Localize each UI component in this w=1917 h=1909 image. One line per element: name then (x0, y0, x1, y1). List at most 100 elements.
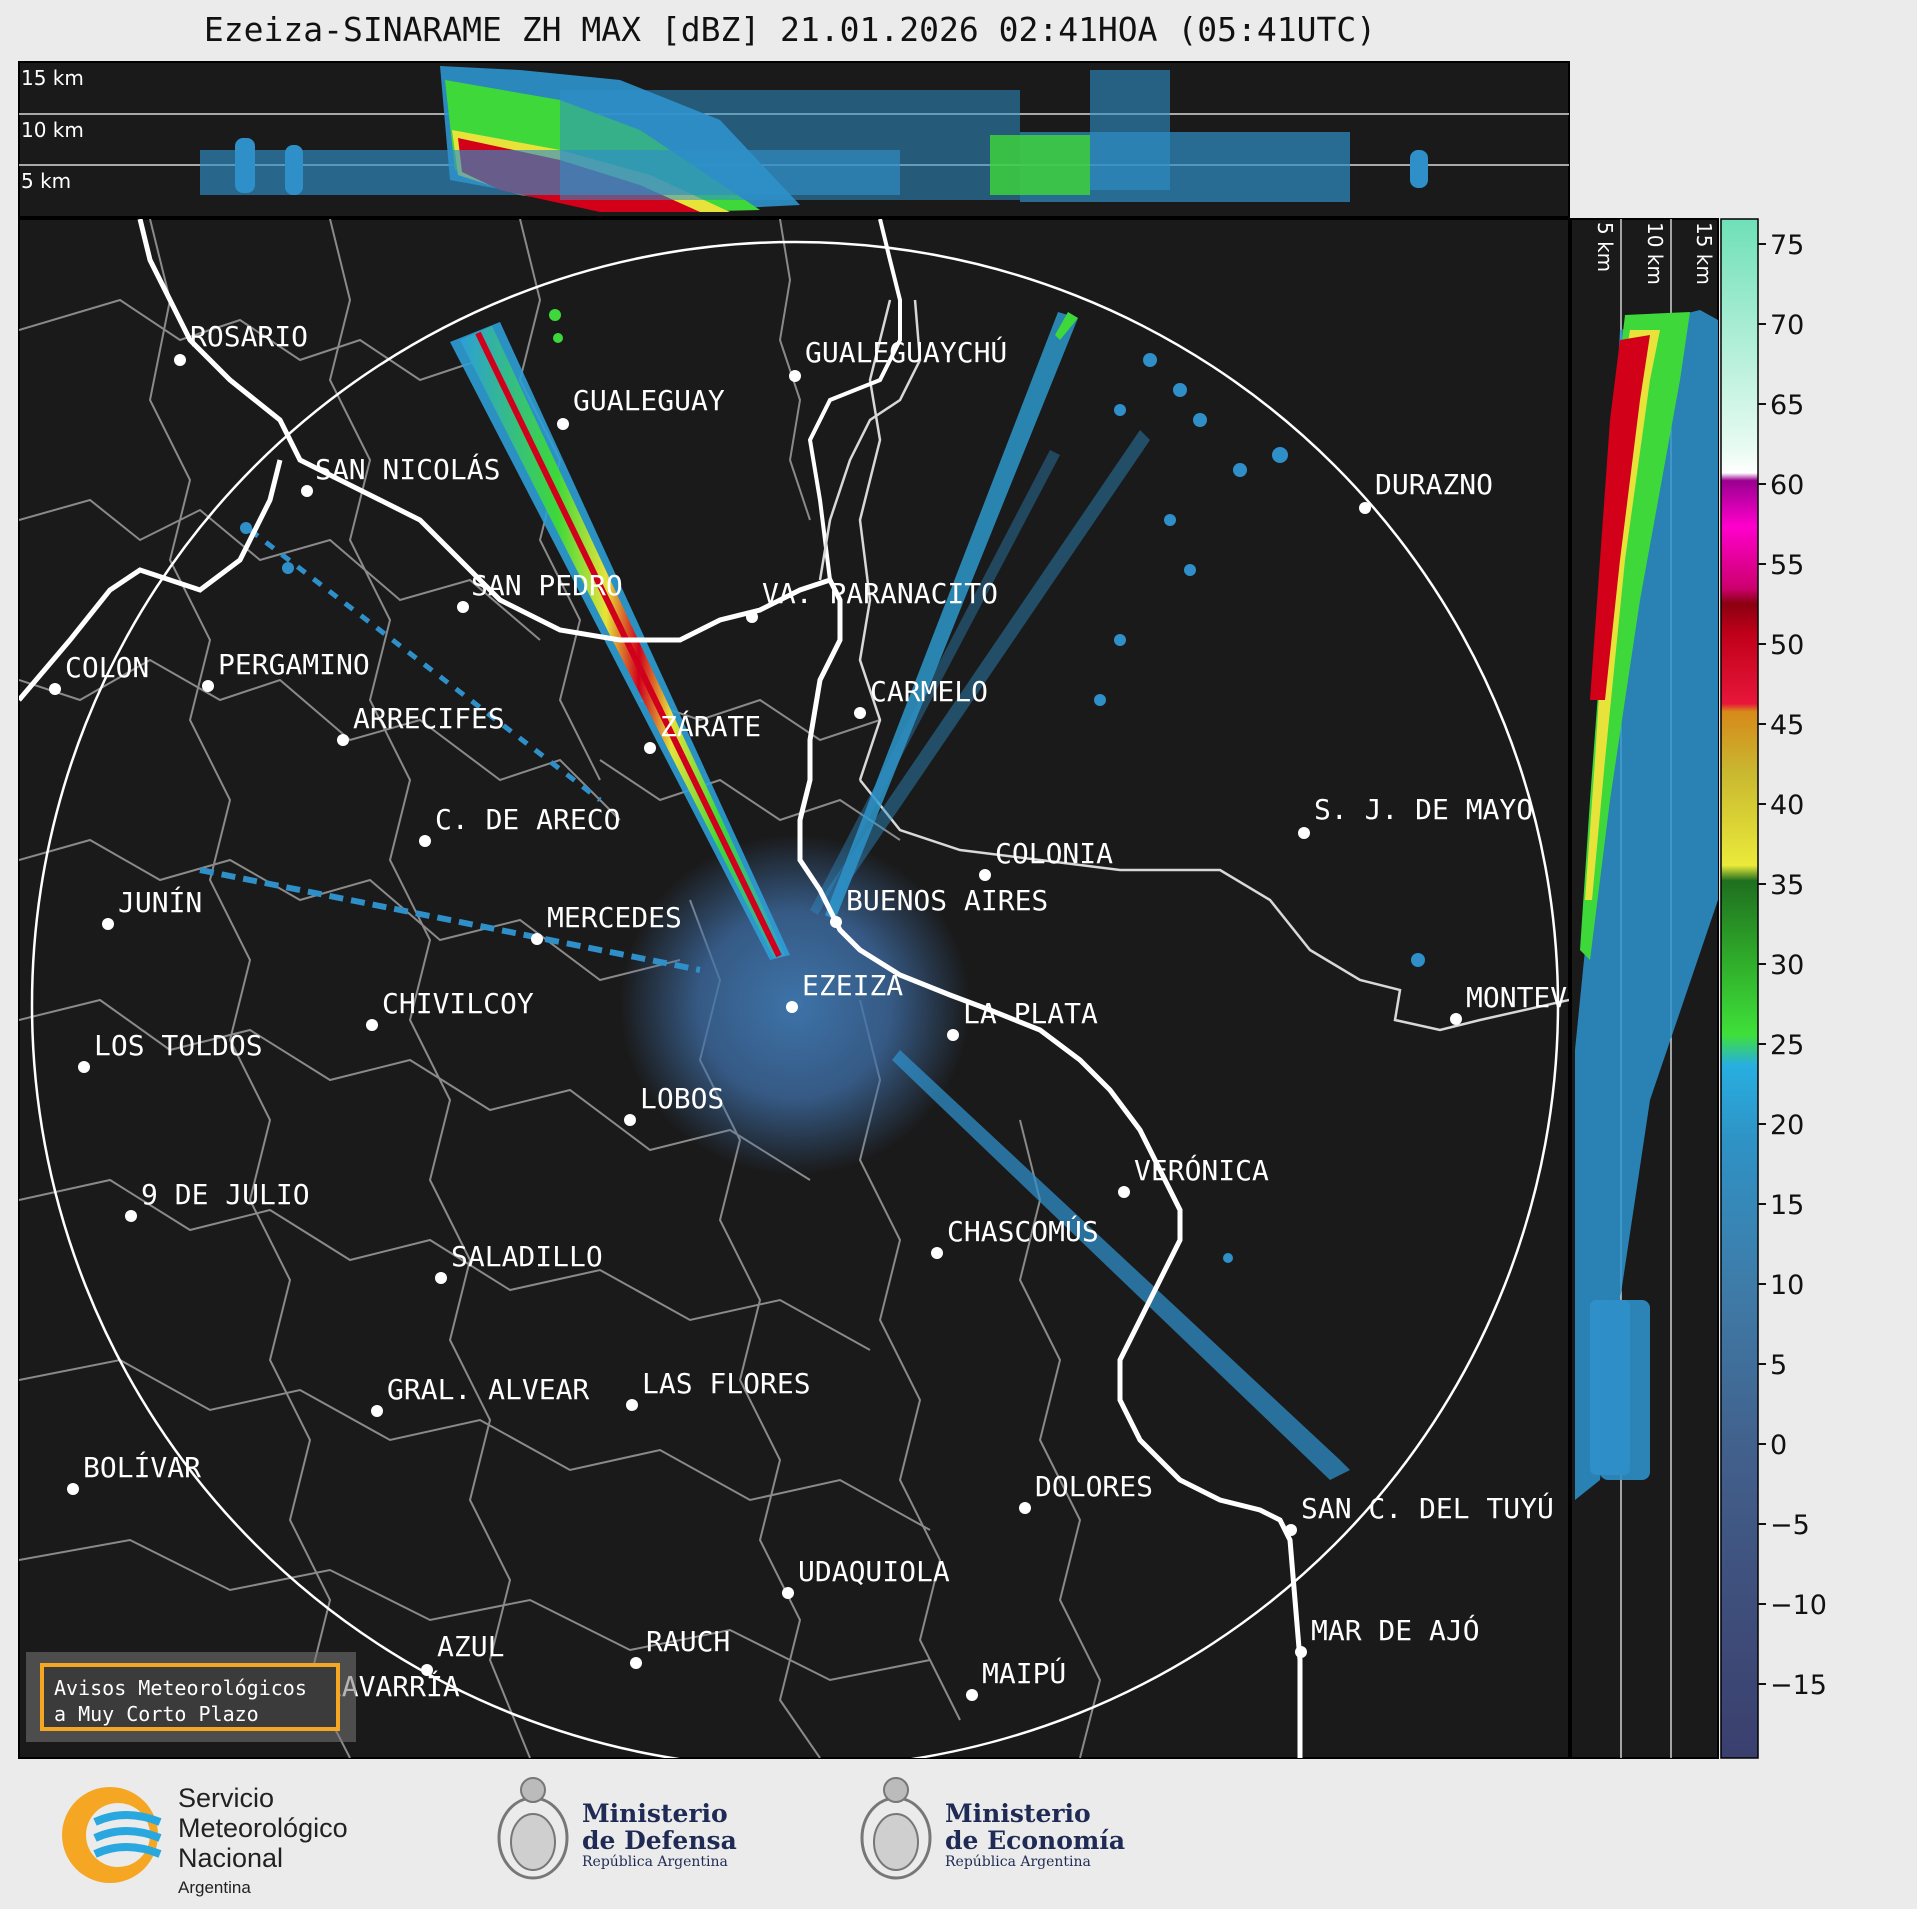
city-label-colonia: COLONIA (995, 837, 1113, 870)
range-ring (30, 240, 1560, 1758)
city-dot-dolores (1019, 1502, 1031, 1514)
economia-line3: República Argentina (945, 1854, 1091, 1870)
city-dot-carmelo (854, 707, 866, 719)
side-height-label-15: 15 km (1692, 222, 1716, 285)
city-dot-la-plata (947, 1029, 959, 1041)
colorbar-tick-label: 10 (1770, 1270, 1804, 1301)
city-label-bolivar: BOLÍVAR (83, 1450, 201, 1484)
colorbar-tick-label: 75 (1770, 230, 1804, 261)
city-label-san-nicolas: SAN NICOLÁS (315, 452, 500, 486)
radar-map: ROSARIO GUALEGUAYCHÚ GUALEGUAY SAN NICOLÁS D… (18, 218, 1570, 1759)
economia-wordmark: Ministerio de Economía República Argenti… (945, 1800, 1125, 1870)
city-label-arrecifes: ARRECIFES (353, 702, 505, 735)
city-label-pergamino: PERGAMINO (218, 648, 370, 681)
city-label-zarate: ZÁRATE (660, 709, 761, 743)
city-dot-durazno (1359, 502, 1371, 514)
city-dot-s-j-de-mayo (1298, 827, 1310, 839)
city-dot-san-nicolas (301, 485, 313, 497)
city-dot-chivilcoy (366, 1019, 378, 1031)
city-label-carmelo: CARMELO (870, 675, 988, 708)
city-dot-gualeguay (557, 418, 569, 430)
city-dot-ezeiza (786, 1001, 798, 1013)
colorbar-tick-label: 70 (1770, 310, 1804, 341)
city-label-lobos: LOBOS (640, 1082, 724, 1115)
city-label-colon: COLON (65, 651, 149, 684)
city-dot-chascomus (931, 1247, 943, 1259)
city-dot-arrecifes (337, 734, 349, 746)
smn-line3: Nacional (178, 1843, 284, 1873)
city-dot-los-toldos (78, 1061, 90, 1073)
colorbar-tick-label: 15 (1770, 1190, 1804, 1221)
city-dot-zarate (644, 742, 656, 754)
warning-line1: Avisos Meteorológicos (54, 1676, 307, 1700)
economia-line2: de Economía (945, 1826, 1126, 1855)
colorbar-tick-label: 0 (1770, 1430, 1787, 1461)
city-dot-saladillo (435, 1272, 447, 1284)
warning-line2: a Muy Corto Plazo (54, 1702, 259, 1726)
city-label-buenos-aires: BUENOS AIRES (846, 884, 1048, 917)
city-label-ezeiza: EZEIZA (802, 969, 903, 1002)
city-dot-pergamino (202, 680, 214, 692)
city-label-saladillo: SALADILLO (451, 1240, 603, 1273)
colorbar-tick-label: 50 (1770, 630, 1804, 661)
smn-wordmark: Servicio Meteorológico Nacional Argentin… (178, 1783, 348, 1903)
side-height-profile: 5 km 10 km 15 km (1570, 218, 1719, 1759)
city-label-s-j-de-mayo: S. J. DE MAYO (1314, 793, 1533, 826)
city-markers: ROSARIO GUALEGUAYCHÚ GUALEGUAY SAN NICOLÁS D… (49, 320, 1569, 1716)
smn-line4: Argentina (178, 1878, 251, 1897)
city-dot-gualeguaychu (789, 370, 801, 382)
smn-line1: Servicio (178, 1783, 275, 1813)
top-height-profile: 15 km 10 km 5 km (18, 61, 1570, 218)
colorbar-tick-label: 55 (1770, 550, 1804, 581)
parana-river (19, 459, 283, 702)
city-dot-9-de-julio (125, 1210, 137, 1222)
city-label-junin: JUNÍN (118, 885, 202, 919)
radar-title: Ezeiza-SINARAME ZH MAX [dBZ] 21.01.2026 … (203, 10, 1377, 49)
city-dot-junin (102, 918, 114, 930)
smn-line2: Meteorológico (178, 1813, 348, 1843)
height-label-5: 5 km (21, 169, 71, 193)
city-label-dolores: DOLORES (1035, 1470, 1153, 1503)
colorbar-tick-label: 30 (1770, 950, 1804, 981)
city-dot-udaquiola (782, 1587, 794, 1599)
economia-line1: Ministerio (945, 1799, 1091, 1828)
city-dot-gral-alvear (371, 1405, 383, 1417)
city-label-durazno: DURAZNO (1375, 468, 1493, 501)
height-label-10: 10 km (21, 118, 84, 142)
smn-logo (62, 1787, 162, 1883)
colorbar-tick-label: 25 (1770, 1030, 1804, 1061)
uruguay-coast (859, 779, 1569, 1032)
city-label-azul: AZUL (437, 1630, 504, 1663)
city-dot-san-pedro (457, 601, 469, 613)
city-label-la-plata: LA PLATA (963, 997, 1098, 1030)
colorbar-tick-label: 5 (1770, 1350, 1787, 1381)
city-label-gualeguay: GUALEGUAY (573, 384, 725, 417)
height-label-15: 15 km (21, 66, 84, 90)
city-dot-mar-de-ajo (1295, 1646, 1307, 1658)
colorbar-tick-label: 60 (1770, 470, 1804, 501)
city-label-mar-de-ajo: MAR DE AJÓ (1311, 1613, 1480, 1647)
side-height-label-10: 10 km (1643, 222, 1667, 285)
side-height-label-5: 5 km (1593, 222, 1617, 272)
economia-coat-of-arms-icon (860, 1777, 932, 1880)
colorbar-tick-label: 45 (1770, 710, 1804, 741)
city-dot-veronica (1118, 1186, 1130, 1198)
colorbar-tick-label: −10 (1770, 1590, 1827, 1621)
colorbar-tick-label: 65 (1770, 390, 1804, 421)
colorbar-tick-label: 40 (1770, 790, 1804, 821)
district-borders (19, 219, 1102, 1758)
city-label-rauch: RAUCH (646, 1625, 730, 1658)
city-dot-va-paranacito (746, 611, 758, 623)
city-dot-rauch (630, 1657, 642, 1669)
city-label-gral-alvear: GRAL. ALVEAR (387, 1373, 589, 1406)
city-dot-las-flores (626, 1399, 638, 1411)
city-label-las-flores: LAS FLORES (642, 1367, 811, 1400)
defensa-line1: Ministerio (582, 1799, 728, 1828)
warning-link[interactable]: Avisos Meteorológicos a Muy Corto Plazo (40, 1663, 340, 1731)
city-label-chivilcoy: CHIVILCOY (382, 987, 534, 1020)
city-dot-maipu (966, 1689, 978, 1701)
colorbar-tick-label: 20 (1770, 1110, 1804, 1141)
